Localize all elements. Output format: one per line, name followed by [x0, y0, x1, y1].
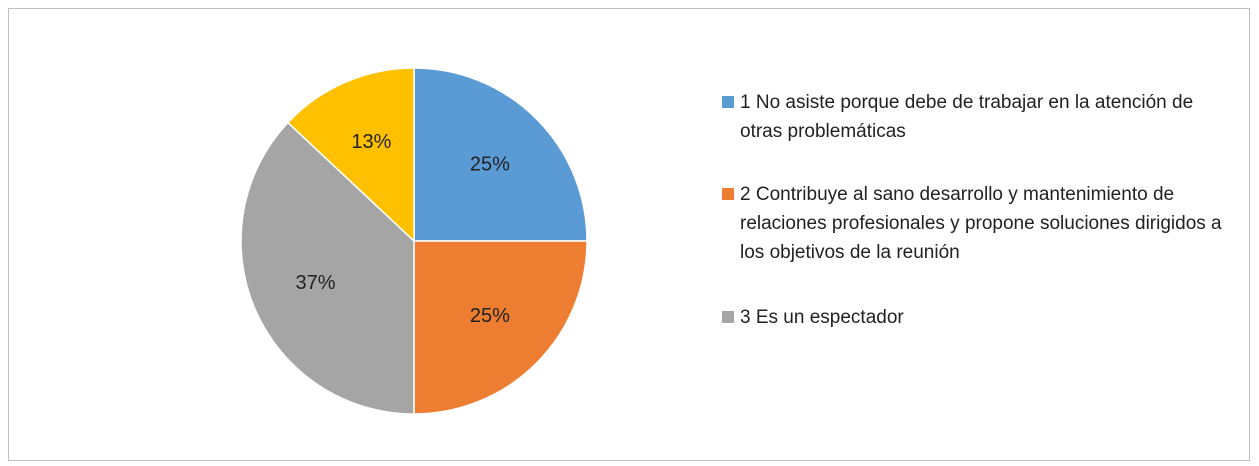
pie-slice	[413, 67, 588, 242]
pie-slice	[413, 240, 588, 415]
data-label: 25%	[470, 153, 510, 175]
pie-slice	[240, 121, 415, 415]
data-label: 25%	[470, 305, 510, 327]
chart-border	[8, 8, 1250, 461]
data-label: 37%	[296, 272, 336, 294]
legend-label: 2 Contribuye al sano desarrollo y manten…	[740, 184, 1222, 263]
legend-swatch	[722, 96, 734, 108]
legend-label: 3 Es un espectador	[740, 307, 904, 328]
legend-entry: 3 Es un espectador	[722, 303, 1232, 332]
legend-label: 1 No asiste porque debe de trabajar en l…	[740, 92, 1194, 142]
data-label: 13%	[351, 131, 391, 153]
legend-swatch	[722, 188, 734, 200]
pie-slice	[286, 67, 415, 243]
legend-entry: 2 Contribuye al sano desarrollo y manten…	[722, 180, 1232, 267]
legend-entry: 1 No asiste porque debe de trabajar en l…	[722, 88, 1232, 146]
legend-swatch	[722, 311, 734, 323]
